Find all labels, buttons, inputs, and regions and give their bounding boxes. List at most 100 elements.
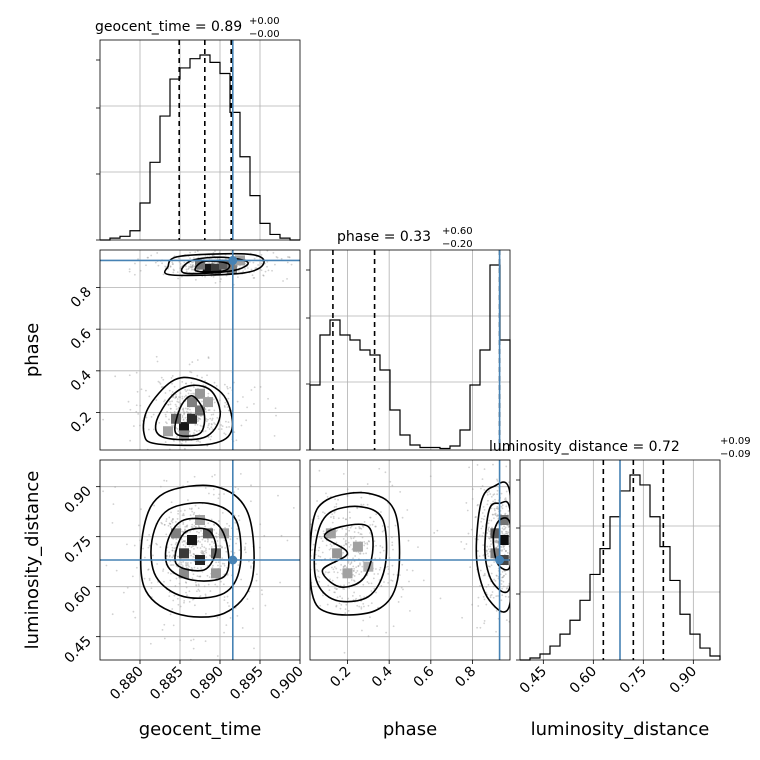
- sample-point: [344, 534, 347, 537]
- sample-point: [193, 429, 196, 432]
- sample-point: [216, 540, 219, 542]
- sample-point: [185, 563, 187, 565]
- sample-point: [203, 550, 206, 553]
- sample-point: [199, 461, 201, 463]
- sample-point: [355, 566, 358, 569]
- sample-point: [353, 535, 356, 538]
- sample-point: [115, 569, 118, 572]
- sample-point: [359, 533, 362, 535]
- sample-point: [333, 591, 336, 594]
- sample-point: [342, 517, 345, 520]
- contour-line: [180, 256, 249, 275]
- sample-point: [195, 590, 198, 593]
- sample-point: [170, 511, 172, 514]
- sample-point: [344, 612, 347, 615]
- sample-point: [234, 486, 237, 489]
- sample-point: [362, 552, 365, 555]
- hist-panel-luminosity_distance: [516, 459, 721, 661]
- sample-point: [460, 540, 463, 543]
- sample-point: [182, 521, 185, 524]
- sample-point: [279, 552, 281, 554]
- sample-point: [188, 600, 191, 603]
- sample-point: [193, 265, 196, 268]
- sample-point: [184, 581, 187, 584]
- sample-point: [191, 577, 194, 580]
- sample-point: [517, 588, 519, 590]
- density-cell: [195, 405, 205, 416]
- sample-point: [183, 514, 185, 517]
- sample-point: [497, 595, 499, 597]
- sample-point: [188, 519, 191, 522]
- sample-point: [333, 571, 336, 573]
- sample-point: [343, 584, 345, 587]
- sample-point: [353, 575, 356, 577]
- sample-point: [145, 416, 148, 419]
- sample-point: [391, 484, 394, 487]
- sample-point: [517, 553, 519, 555]
- sample-point: [140, 508, 142, 511]
- contour-line: [163, 252, 265, 277]
- sample-point: [504, 595, 507, 598]
- sample-point: [169, 523, 172, 525]
- sample-point: [346, 488, 349, 491]
- sample-point: [150, 587, 153, 590]
- sample-point: [215, 536, 218, 539]
- sample-point: [493, 517, 495, 520]
- sample-point: [505, 505, 508, 508]
- sample-point: [190, 265, 193, 268]
- sample-point: [522, 554, 524, 556]
- sample-point: [363, 521, 366, 523]
- sample-point: [513, 554, 515, 556]
- sample-point: [221, 546, 223, 549]
- sample-point: [190, 392, 193, 395]
- sample-point: [186, 389, 189, 391]
- density-cell: [219, 259, 229, 270]
- sample-point: [465, 543, 468, 545]
- sample-point: [192, 245, 194, 247]
- sample-point: [486, 493, 489, 496]
- sample-point: [261, 593, 264, 596]
- sample-point: [219, 278, 222, 280]
- sample-point: [260, 262, 263, 265]
- sample-point: [200, 550, 203, 552]
- sample-point: [167, 571, 170, 574]
- sample-point: [191, 264, 194, 267]
- sample-point: [343, 651, 346, 654]
- sample-point: [227, 397, 230, 400]
- sample-point: [486, 532, 489, 534]
- sample-point: [212, 523, 215, 526]
- sample-point: [333, 511, 336, 514]
- sample-point: [168, 554, 171, 557]
- sample-point: [481, 478, 484, 481]
- sample-point: [134, 616, 137, 619]
- panel-content: [100, 245, 300, 463]
- sample-point: [164, 399, 166, 402]
- sample-point: [504, 573, 507, 576]
- sample-point: [114, 486, 117, 488]
- sample-point: [211, 428, 214, 431]
- sample-point: [223, 432, 226, 435]
- sample-point: [200, 552, 203, 555]
- title-phase-sup: +0.60: [442, 226, 473, 237]
- sample-point: [266, 265, 268, 268]
- sample-point: [338, 602, 341, 605]
- sample-point: [211, 261, 214, 264]
- sample-point: [252, 261, 255, 264]
- contour-line: [194, 260, 231, 273]
- sample-point: [496, 507, 499, 510]
- sample-point: [155, 399, 158, 401]
- sample-point: [490, 564, 493, 567]
- sample-point: [220, 424, 223, 426]
- sample-point: [213, 524, 216, 526]
- sample-point: [174, 397, 177, 399]
- sample-point: [483, 622, 486, 625]
- sample-point: [366, 483, 369, 485]
- sample-point: [167, 404, 170, 406]
- sample-point: [505, 587, 508, 590]
- sample-point: [238, 269, 240, 272]
- sample-point: [392, 625, 395, 628]
- sample-point: [204, 408, 207, 411]
- sample-point: [350, 537, 353, 540]
- sample-point: [208, 492, 210, 495]
- sample-point: [370, 582, 373, 585]
